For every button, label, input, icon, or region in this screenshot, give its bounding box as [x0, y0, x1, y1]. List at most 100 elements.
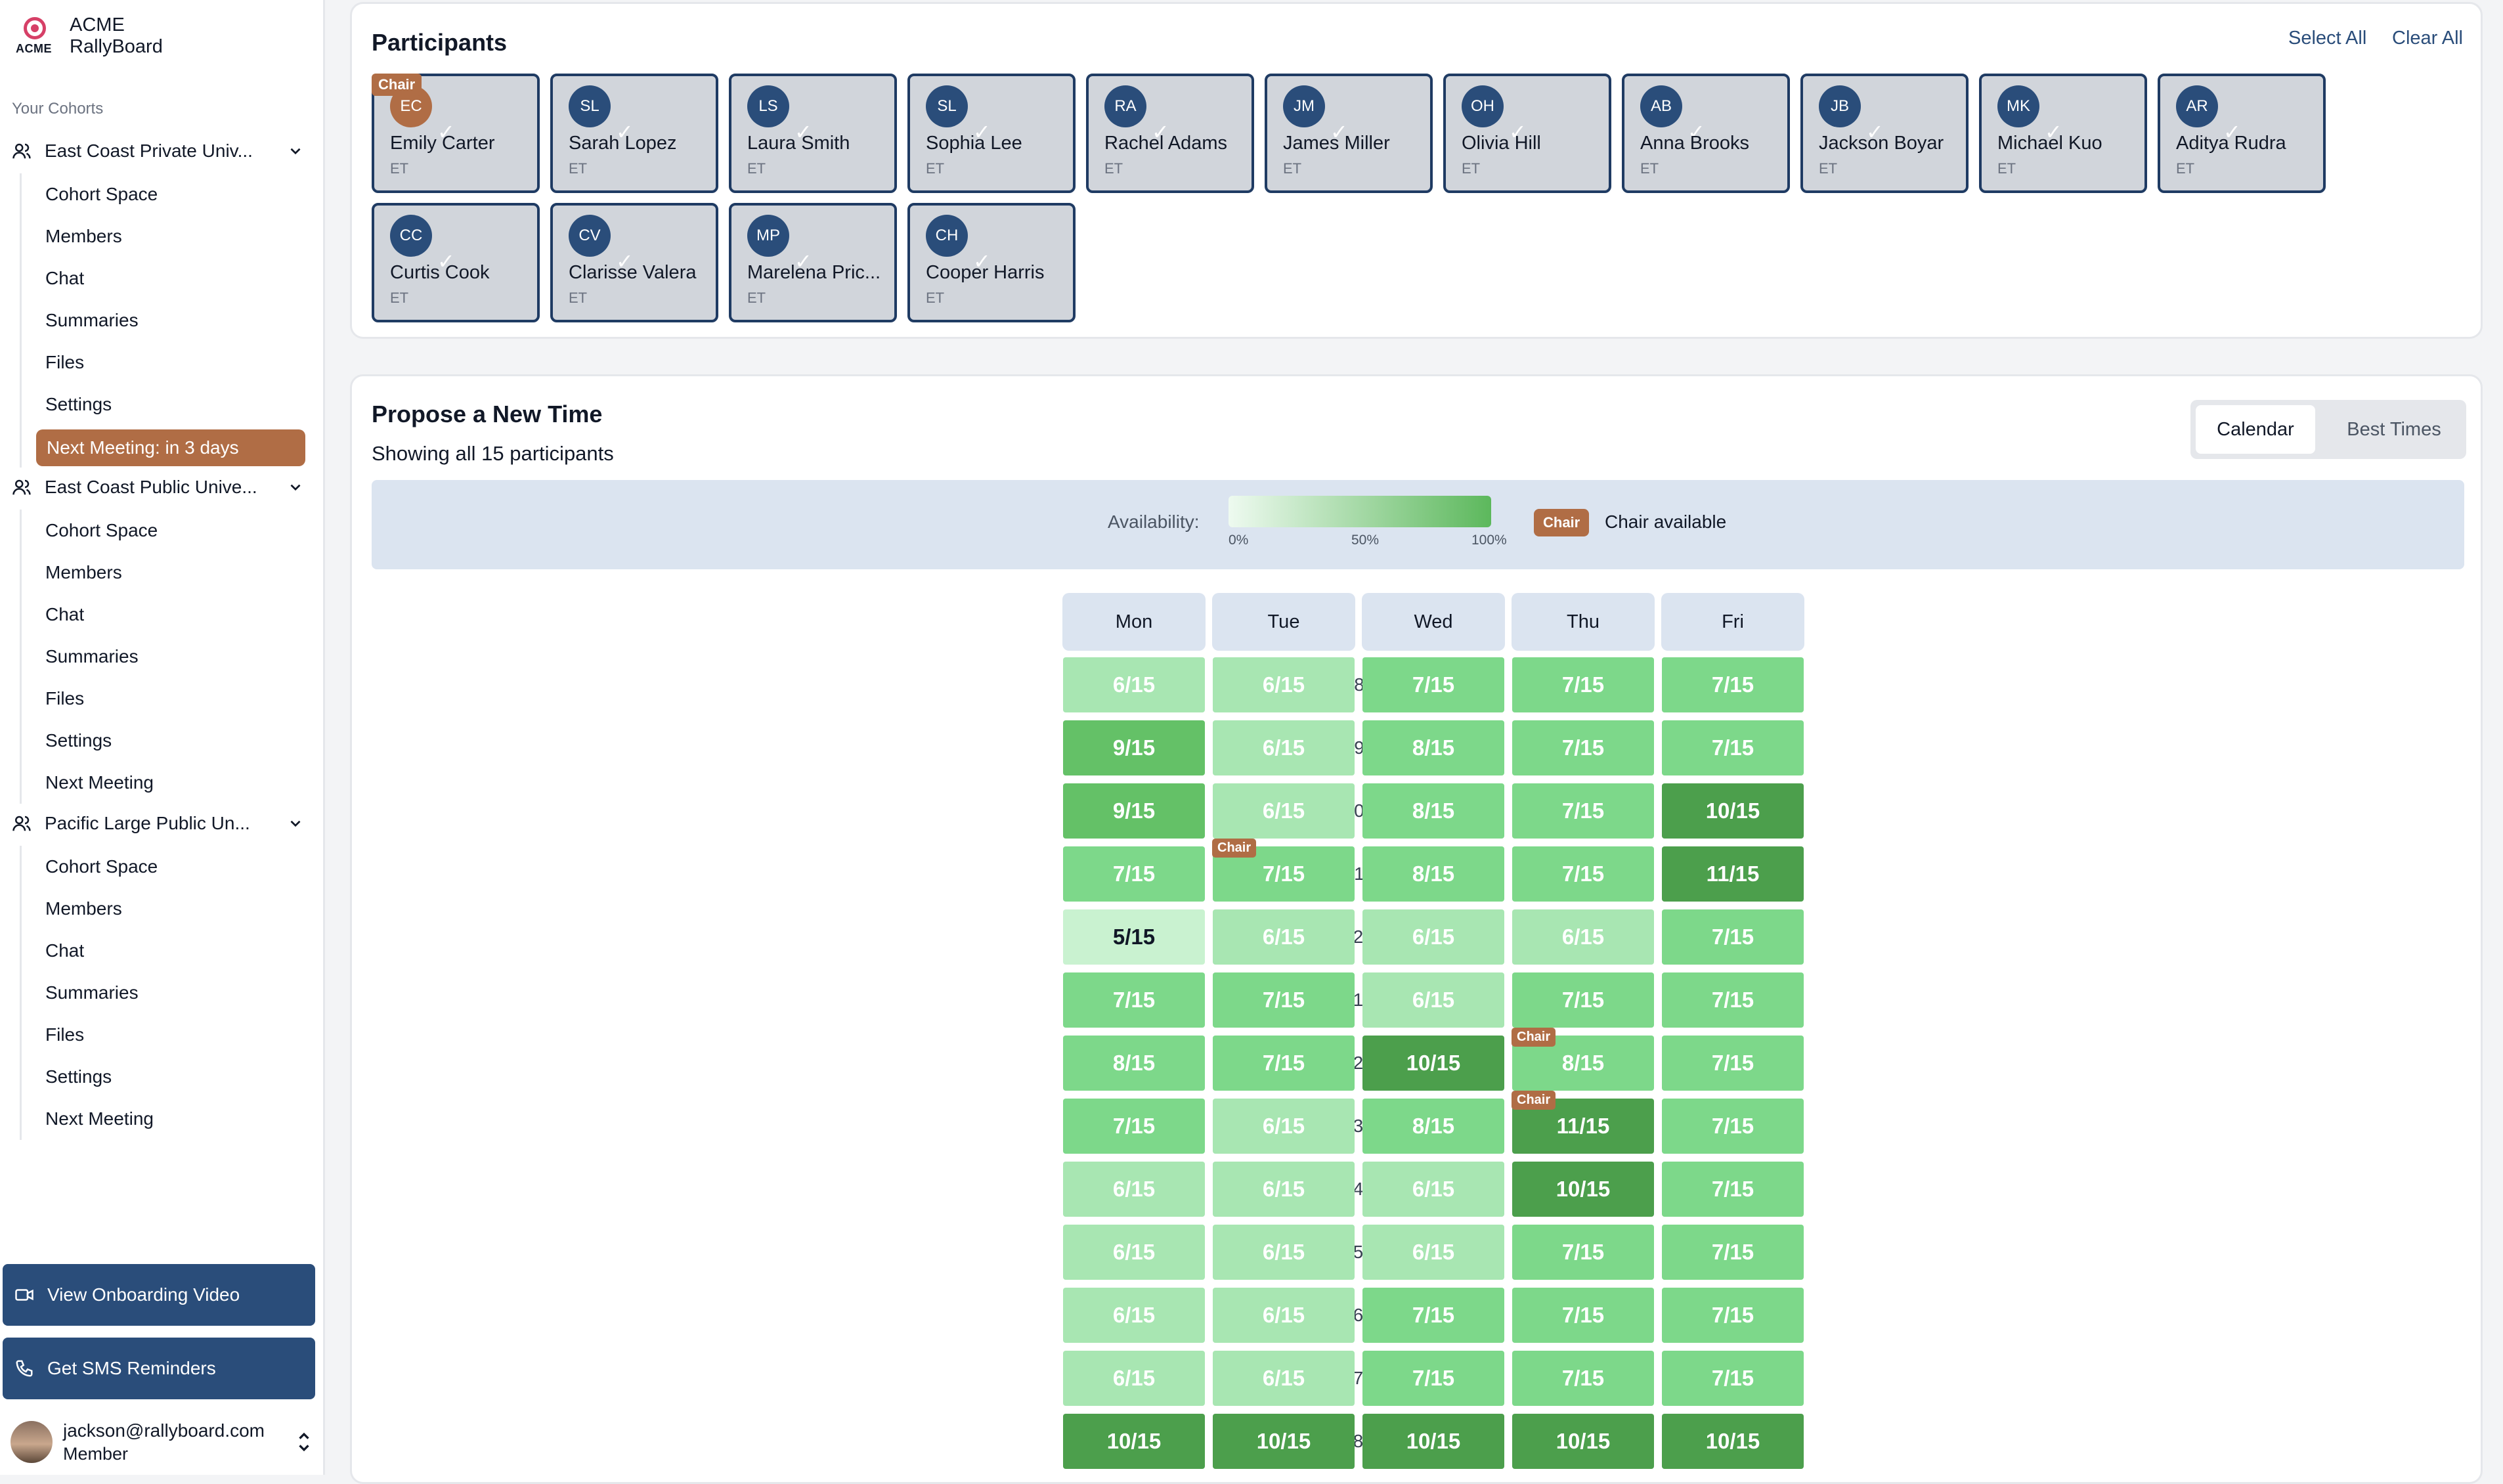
- participant-card[interactable]: SL ✓ Sophia Lee ET: [907, 74, 1076, 193]
- availability-cell[interactable]: 10/15: [1362, 1414, 1504, 1469]
- sidebar-item-settings[interactable]: Settings: [45, 730, 112, 751]
- participant-card[interactable]: EC ✓ Emily Carter ET Chair: [372, 74, 540, 193]
- availability-cell[interactable]: 6/15: [1213, 909, 1355, 965]
- availability-cell[interactable]: 7/15: [1512, 657, 1654, 712]
- availability-cell[interactable]: 7/15: [1662, 909, 1804, 965]
- sidebar-item-files[interactable]: Files: [45, 688, 85, 709]
- availability-cell[interactable]: 7/15: [1662, 720, 1804, 775]
- availability-cell[interactable]: 8/15: [1362, 1099, 1504, 1154]
- availability-cell[interactable]: 6/15: [1512, 909, 1654, 965]
- availability-cell[interactable]: 5/15: [1063, 909, 1205, 965]
- availability-cell[interactable]: 6/15: [1063, 1351, 1205, 1406]
- sidebar-item-next-meeting[interactable]: Next Meeting: [45, 772, 154, 793]
- availability-cell[interactable]: 6/15: [1213, 1225, 1355, 1280]
- tab-calendar[interactable]: Calendar: [2196, 405, 2315, 454]
- availability-cell[interactable]: 8/15: [1362, 783, 1504, 839]
- availability-cell[interactable]: 7/15: [1662, 1162, 1804, 1217]
- availability-cell[interactable]: 7/15: [1362, 1288, 1504, 1343]
- sidebar-item-chat[interactable]: Chat: [45, 268, 85, 288]
- availability-cell[interactable]: 10/15: [1662, 783, 1804, 839]
- availability-cell[interactable]: 6/15: [1063, 657, 1205, 712]
- sidebar-item-summaries[interactable]: Summaries: [45, 982, 139, 1003]
- sidebar-item-files[interactable]: Files: [45, 1024, 85, 1045]
- availability-cell[interactable]: 7/15: [1662, 1351, 1804, 1406]
- availability-cell[interactable]: 6/15: [1063, 1225, 1205, 1280]
- availability-cell[interactable]: 7/15: [1662, 657, 1804, 712]
- availability-cell[interactable]: 7/15: [1063, 1099, 1205, 1154]
- availability-cell[interactable]: 6/15: [1362, 1162, 1504, 1217]
- availability-cell[interactable]: 7/15: [1662, 1099, 1804, 1154]
- sidebar-item-members[interactable]: Members: [45, 226, 122, 246]
- availability-cell[interactable]: 10/15: [1512, 1414, 1654, 1469]
- availability-cell[interactable]: 10/15: [1512, 1162, 1654, 1217]
- availability-cell[interactable]: 7/15: [1063, 846, 1205, 902]
- availability-cell[interactable]: 8/15: [1362, 846, 1504, 902]
- select-all-button[interactable]: Select All: [2288, 28, 2367, 49]
- availability-cell[interactable]: 9/15: [1063, 783, 1205, 839]
- participant-card[interactable]: AR ✓ Aditya Rudra ET: [2158, 74, 2326, 193]
- participant-card[interactable]: SL ✓ Sarah Lopez ET: [550, 74, 718, 193]
- availability-cell[interactable]: 10/15: [1662, 1414, 1804, 1469]
- sidebar-item-chat[interactable]: Chat: [45, 604, 85, 624]
- cohort-header-0[interactable]: East Coast Private Univ...: [12, 134, 311, 168]
- participant-card[interactable]: JB ✓ Jackson Boyar ET: [1800, 74, 1969, 193]
- availability-cell[interactable]: 6/15: [1213, 1288, 1355, 1343]
- availability-cell[interactable]: 6/15: [1362, 972, 1504, 1028]
- availability-cell[interactable]: 7/15: [1063, 972, 1205, 1028]
- participant-card[interactable]: MK ✓ Michael Kuo ET: [1979, 74, 2147, 193]
- availability-cell[interactable]: 7/15: [1512, 846, 1654, 902]
- sidebar-item-members[interactable]: Members: [45, 562, 122, 582]
- sidebar-item-members[interactable]: Members: [45, 898, 122, 919]
- availability-cell[interactable]: 7/15: [1512, 720, 1654, 775]
- clear-all-button[interactable]: Clear All: [2392, 28, 2463, 49]
- tab-best-times[interactable]: Best Times: [2347, 419, 2441, 440]
- sidebar-item-settings[interactable]: Settings: [45, 394, 112, 414]
- sidebar-item-summaries[interactable]: Summaries: [45, 310, 139, 330]
- availability-cell[interactable]: 7/15: [1512, 1351, 1654, 1406]
- availability-cell[interactable]: 7/15: [1662, 1036, 1804, 1091]
- sidebar-item-settings[interactable]: Settings: [45, 1066, 112, 1087]
- availability-cell[interactable]: 7/15: [1512, 972, 1654, 1028]
- participant-card[interactable]: CH ✓ Cooper Harris ET: [907, 203, 1076, 322]
- availability-cell[interactable]: 10/15: [1213, 1414, 1355, 1469]
- participant-card[interactable]: AB ✓ Anna Brooks ET: [1622, 74, 1790, 193]
- user-menu[interactable]: jackson@rallyboard.com Member: [11, 1417, 313, 1467]
- availability-cell[interactable]: 11/15: [1662, 846, 1804, 902]
- availability-cell[interactable]: 10/15: [1063, 1414, 1205, 1469]
- cohort-header-1[interactable]: East Coast Public Unive...: [12, 470, 311, 504]
- availability-cell[interactable]: 7/15: [1662, 1288, 1804, 1343]
- get-sms-reminders-button[interactable]: Get SMS Reminders: [3, 1338, 315, 1399]
- sidebar-item-next-meeting-in-3-days[interactable]: Next Meeting: in 3 days: [36, 429, 305, 466]
- availability-cell[interactable]: 8/15: [1063, 1036, 1205, 1091]
- availability-cell[interactable]: 6/15: [1063, 1162, 1205, 1217]
- availability-cell[interactable]: 7/15: [1512, 1288, 1654, 1343]
- availability-cell[interactable]: 6/15: [1063, 1288, 1205, 1343]
- availability-cell[interactable]: 6/15: [1213, 657, 1355, 712]
- availability-cell[interactable]: 6/15: [1213, 1099, 1355, 1154]
- brand[interactable]: ACME ACME RallyBoard: [16, 14, 163, 58]
- participant-card[interactable]: OH ✓ Olivia Hill ET: [1443, 74, 1611, 193]
- availability-cell[interactable]: 7/15: [1213, 1036, 1355, 1091]
- availability-cell[interactable]: 10/15: [1362, 1036, 1504, 1091]
- participant-card[interactable]: CV ✓ Clarisse Valera ET: [550, 203, 718, 322]
- availability-cell[interactable]: 6/15: [1213, 783, 1355, 839]
- sidebar-item-next-meeting[interactable]: Next Meeting: [45, 1108, 154, 1129]
- availability-cell[interactable]: 6/15: [1213, 720, 1355, 775]
- sidebar-item-cohort-space[interactable]: Cohort Space: [45, 856, 158, 877]
- participant-card[interactable]: MP ✓ Marelena Pric... ET: [729, 203, 897, 322]
- participant-card[interactable]: LS ✓ Laura Smith ET: [729, 74, 897, 193]
- sidebar-item-cohort-space[interactable]: Cohort Space: [45, 184, 158, 204]
- participant-card[interactable]: CC ✓ Curtis Cook ET: [372, 203, 540, 322]
- availability-cell[interactable]: 6/15: [1213, 1162, 1355, 1217]
- availability-cell[interactable]: 6/15: [1362, 909, 1504, 965]
- sidebar-item-cohort-space[interactable]: Cohort Space: [45, 520, 158, 540]
- participant-card[interactable]: JM ✓ James Miller ET: [1265, 74, 1433, 193]
- availability-cell[interactable]: 7/15: [1512, 783, 1654, 839]
- availability-cell[interactable]: 7/15: [1662, 972, 1804, 1028]
- view-onboarding-video-button[interactable]: View Onboarding Video: [3, 1264, 315, 1326]
- availability-cell[interactable]: 7/15: [1362, 657, 1504, 712]
- availability-cell[interactable]: 7/15: [1362, 1351, 1504, 1406]
- availability-cell[interactable]: 6/15: [1362, 1225, 1504, 1280]
- participant-card[interactable]: RA ✓ Rachel Adams ET: [1086, 74, 1254, 193]
- availability-cell[interactable]: 8/15: [1362, 720, 1504, 775]
